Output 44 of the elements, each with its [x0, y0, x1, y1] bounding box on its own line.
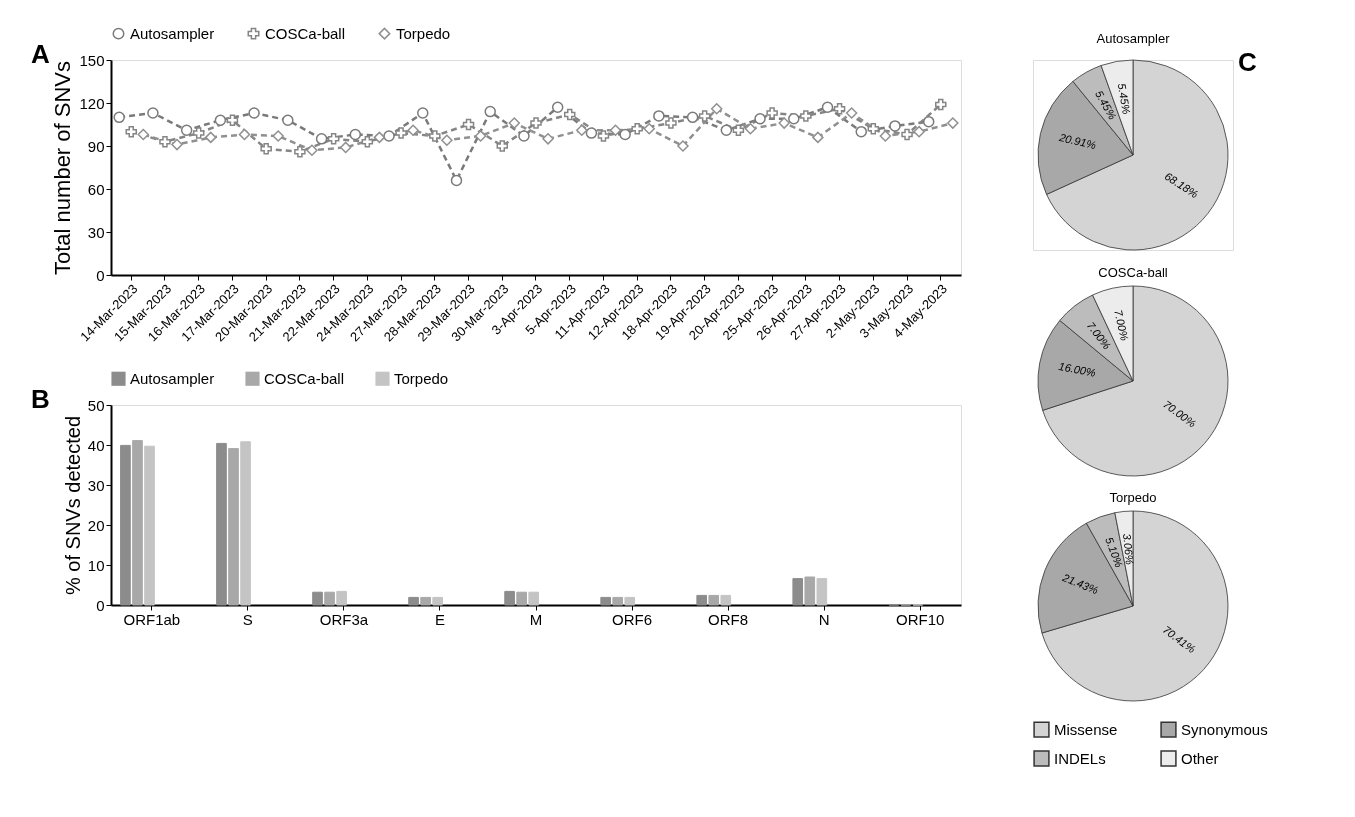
chart-title: COSCa-ball [1098, 265, 1168, 281]
legend-label: COSCa-ball [265, 24, 346, 42]
x-tick-label: E [434, 610, 445, 628]
data-label: 7.00% [1112, 308, 1131, 342]
data-label: 3.06% [1121, 533, 1137, 566]
x-tick-label: N [818, 610, 830, 628]
y-axis-title: Total number of SNVs [50, 61, 76, 275]
x-tick-label: ORF6 [612, 610, 653, 628]
y-axis-title: % of SNVs detected [61, 416, 84, 595]
x-tick-label: S [242, 610, 253, 628]
chart-title: Torpedo [1109, 490, 1157, 506]
text: B [31, 384, 50, 414]
data-label: 5.45% [1115, 82, 1133, 116]
legend-label: Torpedo [394, 369, 449, 387]
x-tick-label: ORF1ab [123, 610, 181, 628]
text: A [31, 39, 50, 69]
x-tick-label: ORF8 [708, 610, 749, 628]
y-tick-label: 120 [79, 94, 105, 112]
legend-label: Other [1181, 749, 1219, 767]
text: C [1238, 47, 1257, 77]
y-tick-label: 50 [87, 396, 105, 414]
data-label: 16.00% [1057, 359, 1097, 379]
y-tick-label: 30 [87, 476, 105, 494]
legend-label: Autosampler [130, 369, 215, 387]
chart-title: Autosampler [1096, 31, 1171, 46]
y-tick-label: 0 [96, 266, 105, 284]
data-label: 20.91% [1057, 130, 1098, 152]
legend-label: Autosampler [130, 24, 215, 42]
y-tick-label: 30 [87, 223, 105, 241]
y-tick-label: 0 [96, 596, 105, 614]
y-tick-label: 60 [87, 180, 105, 198]
y-tick-label: 20 [87, 516, 105, 534]
y-tick-label: 10 [87, 556, 105, 574]
legend-label: Synonymous [1181, 720, 1268, 738]
legend-label: Missense [1054, 720, 1118, 738]
y-tick-label: 40 [87, 436, 105, 454]
legend-label: INDELs [1054, 749, 1106, 767]
y-tick-label: 90 [87, 137, 105, 155]
legend-label: COSCa-ball [264, 369, 345, 387]
x-tick-label: ORF10 [896, 610, 945, 628]
x-tick-label: M [529, 610, 543, 628]
x-tick-label: ORF3a [319, 610, 369, 628]
legend-label: Torpedo [396, 24, 451, 42]
y-tick-label: 150 [79, 51, 105, 69]
